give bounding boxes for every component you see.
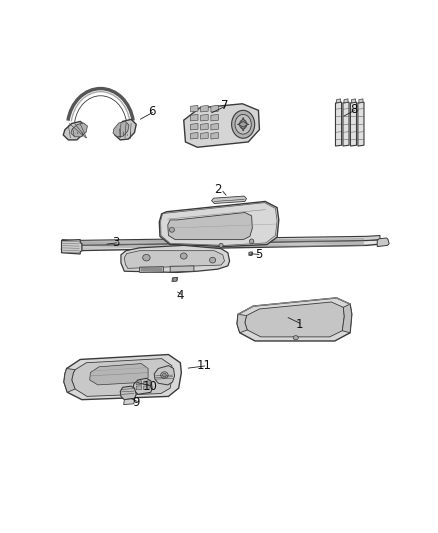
Polygon shape xyxy=(144,381,149,385)
Polygon shape xyxy=(72,359,173,397)
Polygon shape xyxy=(191,106,198,112)
Polygon shape xyxy=(71,123,88,137)
Polygon shape xyxy=(211,115,219,121)
Polygon shape xyxy=(159,201,279,247)
Polygon shape xyxy=(201,115,208,121)
Polygon shape xyxy=(245,302,344,337)
Polygon shape xyxy=(120,386,136,400)
Ellipse shape xyxy=(293,336,298,340)
Text: 7: 7 xyxy=(221,99,228,111)
Text: 1: 1 xyxy=(295,318,303,331)
Polygon shape xyxy=(344,99,348,103)
Polygon shape xyxy=(358,102,364,146)
Ellipse shape xyxy=(249,252,252,255)
Polygon shape xyxy=(191,124,198,130)
Polygon shape xyxy=(64,368,75,392)
Polygon shape xyxy=(201,133,208,139)
Polygon shape xyxy=(211,133,219,139)
Polygon shape xyxy=(61,240,387,251)
Ellipse shape xyxy=(173,278,177,281)
Ellipse shape xyxy=(143,254,150,261)
Polygon shape xyxy=(144,386,149,390)
Polygon shape xyxy=(343,102,349,146)
Polygon shape xyxy=(212,196,247,204)
Polygon shape xyxy=(136,381,141,385)
Ellipse shape xyxy=(219,243,223,247)
Polygon shape xyxy=(191,133,198,139)
Polygon shape xyxy=(113,122,129,137)
Polygon shape xyxy=(249,252,253,256)
Text: 4: 4 xyxy=(177,289,184,302)
Polygon shape xyxy=(336,99,341,103)
Text: 10: 10 xyxy=(142,379,157,393)
Polygon shape xyxy=(350,102,357,146)
Text: 11: 11 xyxy=(197,359,212,372)
Ellipse shape xyxy=(235,115,251,134)
Polygon shape xyxy=(184,104,259,147)
Text: 3: 3 xyxy=(112,236,120,249)
Text: 5: 5 xyxy=(255,248,262,261)
Polygon shape xyxy=(90,364,148,385)
Text: 8: 8 xyxy=(350,103,357,116)
Text: 2: 2 xyxy=(214,183,222,196)
Polygon shape xyxy=(351,99,356,103)
Ellipse shape xyxy=(161,372,168,378)
Polygon shape xyxy=(124,399,134,405)
Ellipse shape xyxy=(240,120,247,129)
Polygon shape xyxy=(154,366,175,385)
Ellipse shape xyxy=(249,239,254,244)
Polygon shape xyxy=(133,378,152,394)
Polygon shape xyxy=(170,266,194,272)
Polygon shape xyxy=(115,119,136,140)
Ellipse shape xyxy=(180,253,187,259)
Polygon shape xyxy=(140,266,163,272)
Polygon shape xyxy=(342,304,352,333)
Polygon shape xyxy=(211,124,219,130)
Polygon shape xyxy=(336,102,342,146)
Text: 6: 6 xyxy=(148,104,155,118)
Polygon shape xyxy=(377,238,389,247)
Polygon shape xyxy=(237,298,352,341)
Polygon shape xyxy=(64,354,181,400)
Polygon shape xyxy=(191,115,198,121)
Polygon shape xyxy=(201,106,208,112)
Polygon shape xyxy=(201,124,208,130)
Polygon shape xyxy=(359,99,363,103)
Polygon shape xyxy=(136,386,141,390)
Polygon shape xyxy=(62,236,380,245)
Polygon shape xyxy=(237,314,247,333)
Polygon shape xyxy=(172,277,178,281)
Polygon shape xyxy=(168,213,252,240)
Ellipse shape xyxy=(232,110,254,138)
Polygon shape xyxy=(121,245,230,272)
Polygon shape xyxy=(211,106,219,112)
Text: 9: 9 xyxy=(132,396,140,409)
Polygon shape xyxy=(63,122,85,140)
Polygon shape xyxy=(61,240,82,254)
Polygon shape xyxy=(124,251,224,268)
Ellipse shape xyxy=(162,374,166,377)
Ellipse shape xyxy=(170,227,174,232)
Ellipse shape xyxy=(209,257,215,263)
